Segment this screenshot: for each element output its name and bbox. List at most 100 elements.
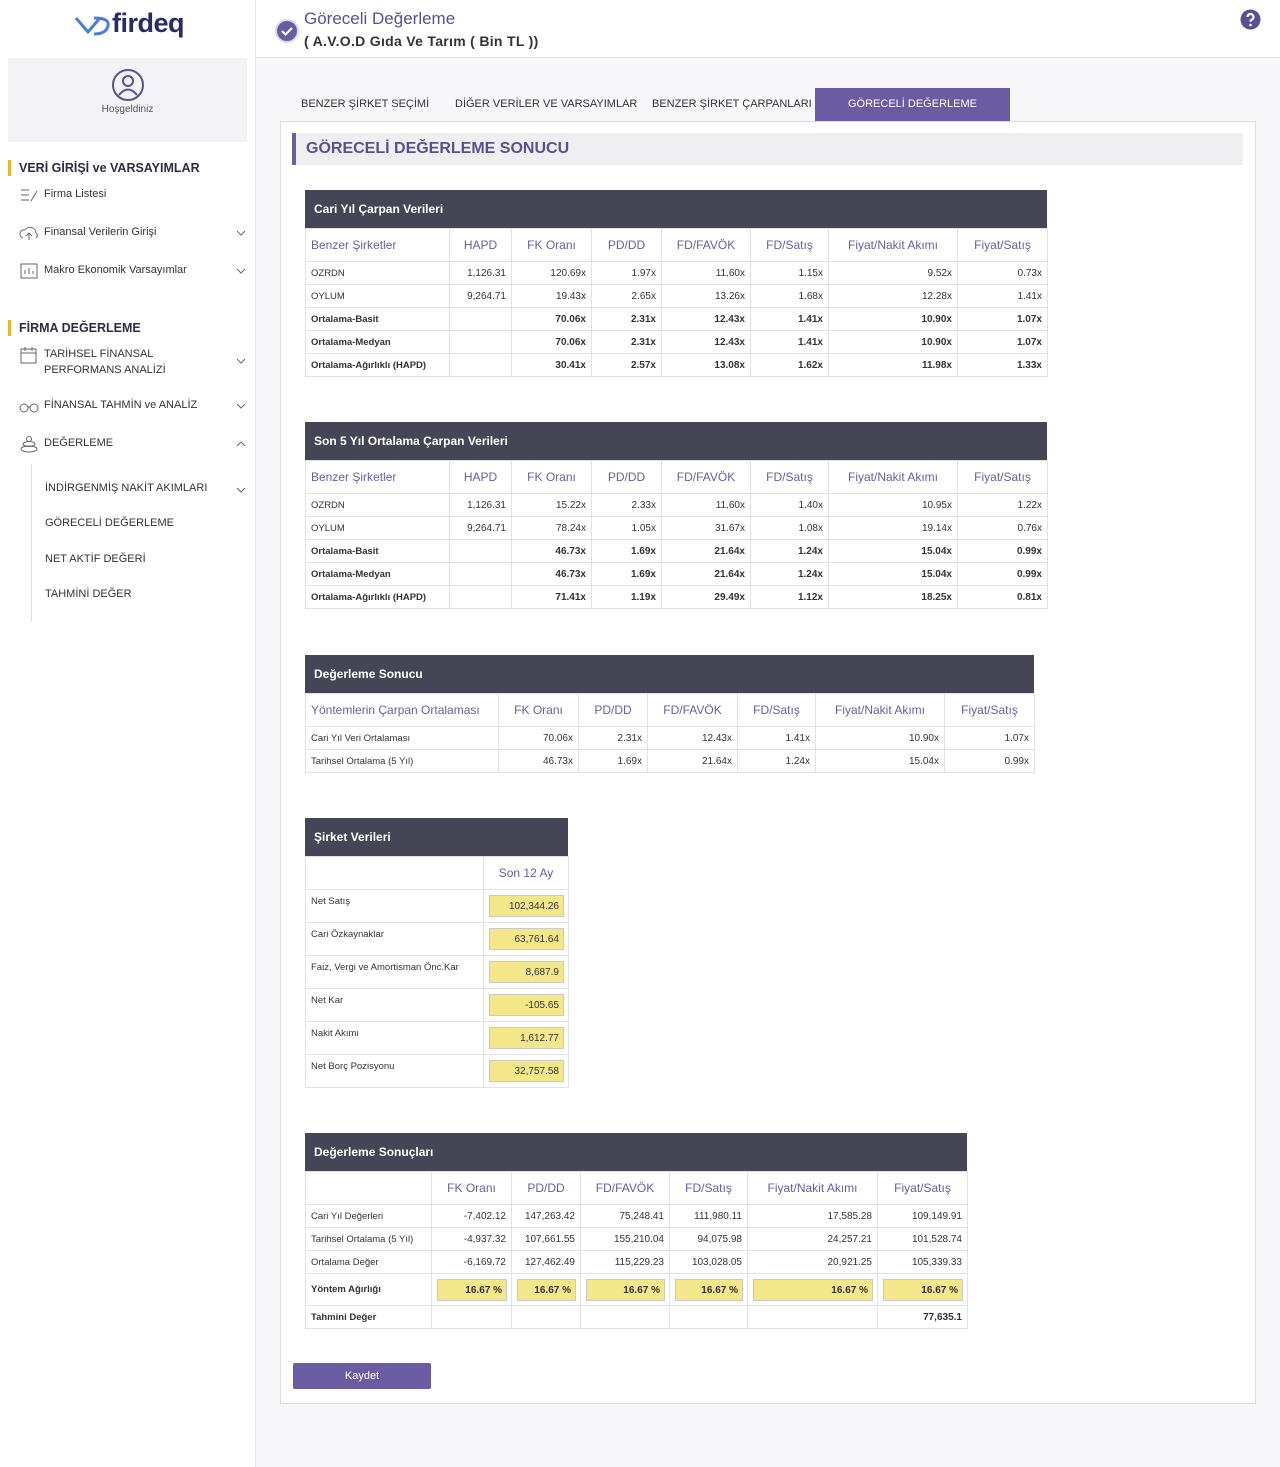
input-value[interactable]: 16.67 % xyxy=(675,1278,743,1301)
input-value[interactable]: 102,344.26 xyxy=(489,895,564,917)
menu-item[interactable]: Makro Ekonomik Varsayımlar xyxy=(44,264,187,276)
cell: 16.67 % xyxy=(747,1273,878,1306)
input-value[interactable]: 1,612.77 xyxy=(489,1027,564,1049)
cell: 1.97x xyxy=(591,261,662,285)
row-label: Ortalama-Basit xyxy=(305,539,450,563)
cell: 13.08x xyxy=(661,353,751,377)
cell: 1.15x xyxy=(750,261,829,285)
cell: 16.67 % xyxy=(431,1273,512,1306)
cell: 1.41x xyxy=(750,330,829,354)
cell: 1.12x xyxy=(750,585,829,609)
input-value[interactable]: -105.65 xyxy=(489,994,564,1016)
cell: 46.73x xyxy=(498,749,579,773)
cell: 19.43x xyxy=(511,284,592,308)
cell: 29.49x xyxy=(661,585,751,609)
menu-item[interactable]: Finansal Verilerin Girişi xyxy=(44,226,157,238)
table-head: FK Oranı PD/DD FD/FAVÖK FD/Satış Fiyat/Nakit… xyxy=(305,1171,968,1205)
chevron xyxy=(236,268,246,274)
row-label: Yöntem Ağırlığı xyxy=(305,1273,432,1306)
cell: 127,462.49 xyxy=(511,1250,581,1274)
submenu-item[interactable]: GÖRECELİ DEĞERLEME xyxy=(45,517,174,529)
row-label: Tarihsel Ortalama (5 Yıl) xyxy=(305,1227,432,1251)
cell: 17,585.28 xyxy=(747,1204,878,1228)
table-row: Cari Özkaynaklar 63,761.64 xyxy=(305,922,569,956)
submenu-item[interactable]: İNDİRGENMİŞ NAKİT AKIMLARI xyxy=(45,482,208,494)
save-button[interactable]: Kaydet xyxy=(293,1363,431,1389)
cell: 70.06x xyxy=(511,307,592,331)
table-head: Benzer Şirketler HAPD FK Oranı PD/DD FD/FAVÖ… xyxy=(305,460,1048,494)
user-icon xyxy=(112,69,144,101)
input-value[interactable]: 63,761.64 xyxy=(489,928,564,950)
cell: 1.19x xyxy=(591,585,662,609)
cell: 15.04x xyxy=(815,749,945,773)
input-value[interactable]: 16.67 % xyxy=(437,1278,507,1301)
top-bar xyxy=(256,0,1280,58)
tab[interactable]: GÖRECELİ DEĞERLEME SONUCU xyxy=(815,88,1010,143)
column-header: FK Oranı xyxy=(431,1171,512,1205)
cell: 0.73x xyxy=(957,261,1048,285)
input-value[interactable]: 16.67 % xyxy=(517,1278,576,1301)
row-label: Ortalama-Medyan xyxy=(305,562,450,586)
table-body: Net Satış 102,344.26 Cari Özkaynaklar 63,76… xyxy=(305,889,569,1088)
cell: 120.69x xyxy=(511,261,592,285)
menu-item[interactable]: TARİHSEL FİNANSAL PERFORMANS ANALİZİ xyxy=(44,348,166,376)
cell: -7,402.12 xyxy=(431,1204,512,1228)
cell: 8,687.9 xyxy=(483,955,569,989)
cell: 1.07x xyxy=(944,726,1035,750)
row-label: Nakit Akımı xyxy=(305,1021,484,1055)
table-block: Değerleme Sonucu Yöntemlerin Çarpan Ortal… xyxy=(305,655,1035,773)
icon xyxy=(20,436,38,453)
table-row: Tahmini Değer 77,635.1 xyxy=(305,1305,968,1329)
cell: 71.41x xyxy=(511,585,592,609)
submenu-item[interactable]: NET AKTİF DEĞERİ xyxy=(45,553,146,565)
header-row: Son 12 Ay xyxy=(305,856,569,890)
chevron xyxy=(236,403,246,409)
cell: 1.41x xyxy=(750,307,829,331)
tab[interactable]: DİĞER VERİLER VE VARSAYIMLAR xyxy=(455,98,638,110)
column-header: Benzer Şirketler xyxy=(305,228,450,262)
row-label: Tarihsel Ortalama (5 Yıl) xyxy=(305,749,499,773)
cell: 1.40x xyxy=(750,493,829,517)
table-row: Ortalama-Medyan 46.73x 1.69x 21.64x 1.24x 15.… xyxy=(305,562,1048,586)
input-value[interactable]: 16.67 % xyxy=(753,1278,873,1301)
column-header: FD/FAVÖK xyxy=(661,228,751,262)
cell: 11.60x xyxy=(661,493,751,517)
menu-item[interactable]: FİNANSAL TAHMİN ve ANALİZ xyxy=(44,399,198,411)
submenu-item[interactable]: TAHMİNİ DEĞER xyxy=(45,588,132,600)
tab[interactable]: BENZER ŞİRKET SEÇİMİ xyxy=(301,98,430,110)
cell: 1.41x xyxy=(957,284,1048,308)
cell: 2.57x xyxy=(591,353,662,377)
row-label: OZRDN xyxy=(305,493,450,517)
table-row: Ortalama-Basit 46.73x 1.69x 21.64x 1.24x 15.0… xyxy=(305,539,1048,563)
menu-item[interactable]: DEĞERLEME xyxy=(44,437,114,449)
cell: 111,980.11 xyxy=(669,1204,748,1228)
help-icon[interactable] xyxy=(1240,9,1261,30)
cell: 31.67x xyxy=(661,516,751,540)
column-header: PD/DD xyxy=(511,1171,581,1205)
page-subtitle: ( A.V.O.D Gıda Ve Tarım ( Bin TL )) xyxy=(304,33,539,49)
cell: 21.64x xyxy=(647,749,738,773)
cell: 1.24x xyxy=(737,749,816,773)
tab[interactable]: BENZER ŞİRKET ÇARPANLARI xyxy=(652,98,812,110)
cell: 10.90x xyxy=(828,307,958,331)
input-value[interactable]: 16.67 % xyxy=(586,1278,665,1301)
input-value[interactable]: 16.67 % xyxy=(883,1278,963,1301)
menu-item[interactable]: Firma Listesi xyxy=(44,188,107,200)
table-row: OZRDN 1,126.31 120.69x 1.97x 11.60x 1.15x 9.52… xyxy=(305,261,1048,285)
cell: 15.22x xyxy=(511,493,592,517)
cell: 155,210.04 xyxy=(580,1227,670,1251)
row-label: Ortalama-Medyan xyxy=(305,330,450,354)
header-cell xyxy=(305,1171,432,1205)
table-row: Ortalama-Medyan 70.06x 2.31x 12.43x 1.41x 10.… xyxy=(305,330,1048,354)
row-label: Net Kar xyxy=(305,988,484,1022)
table-row: OYLUM 9,264.71 19.43x 2.65x 13.26x 1.68x 12.28… xyxy=(305,284,1048,308)
input-value[interactable]: 8,687.9 xyxy=(489,961,564,983)
data-table: Benzer Şirketler HAPD FK Oranı PD/DD FD/FAVÖ… xyxy=(305,228,1048,377)
input-value[interactable]: 32,757.58 xyxy=(489,1060,564,1082)
cell: 15.04x xyxy=(828,562,958,586)
section-title: GÖRECELİ DEĞERLEME SONUCU xyxy=(292,133,1243,165)
cell: 1.07x xyxy=(957,330,1048,354)
column-header: HAPD xyxy=(449,460,512,494)
cell: 2.33x xyxy=(591,493,662,517)
